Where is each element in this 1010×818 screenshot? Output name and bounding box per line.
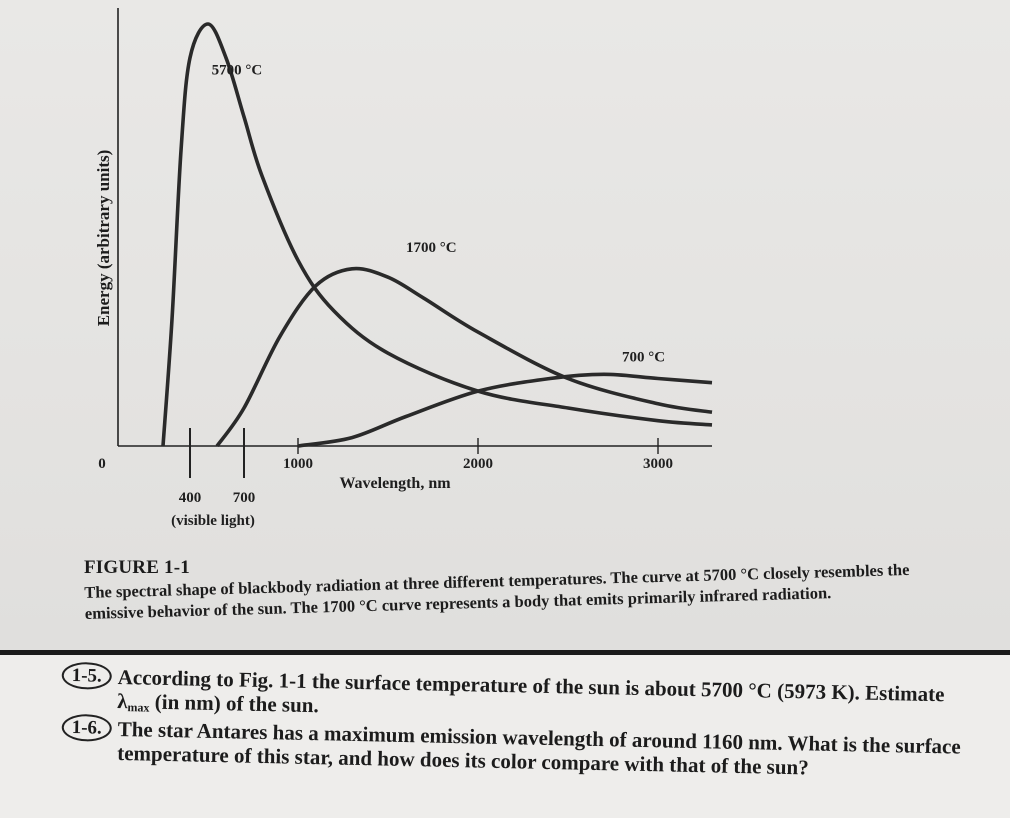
figure-label: FIGURE 1-1 (84, 557, 190, 578)
y-axis-label: Energy (arbitrary units) (94, 149, 113, 327)
exercise-number: 1-5. (61, 661, 113, 690)
exercise-number: 1-6. (61, 713, 113, 742)
visible-light-label: 400 (179, 490, 202, 506)
series-line-2 (297, 372, 713, 448)
lambda-subscript: max (127, 700, 150, 715)
visible-light-note: (visible light) (171, 513, 255, 529)
x-axis-ticks: 0 1000 2000 3000 400 700 (visible light) (98, 428, 673, 529)
page-divider (0, 650, 1010, 655)
series-line-1 (215, 266, 713, 448)
x-tick-label: 3000 (643, 456, 673, 472)
x-axis-label: Wavelength, nm (339, 475, 451, 492)
x-tick-label: 2000 (463, 456, 493, 472)
exercise-text-part: (in nm) of the sun. (149, 689, 319, 718)
series-labels: 5700 °C 1700 °C 700 °C (212, 63, 665, 366)
x-tick-label: 0 (98, 456, 106, 472)
exercise-panel (0, 655, 1010, 818)
series-label: 1700 °C (406, 240, 457, 256)
series-curves (161, 22, 713, 448)
series-label: 5700 °C (212, 63, 263, 79)
figure-caption: The spectral shape of blackbody radiatio… (84, 559, 910, 623)
series-label: 700 °C (622, 350, 665, 366)
x-tick-label: 1000 (283, 456, 313, 472)
blackbody-chart: 0 1000 2000 3000 400 700 (visible light) 5700 … (98, 8, 713, 529)
series-line-0 (161, 22, 713, 447)
visible-light-label: 700 (233, 490, 256, 506)
